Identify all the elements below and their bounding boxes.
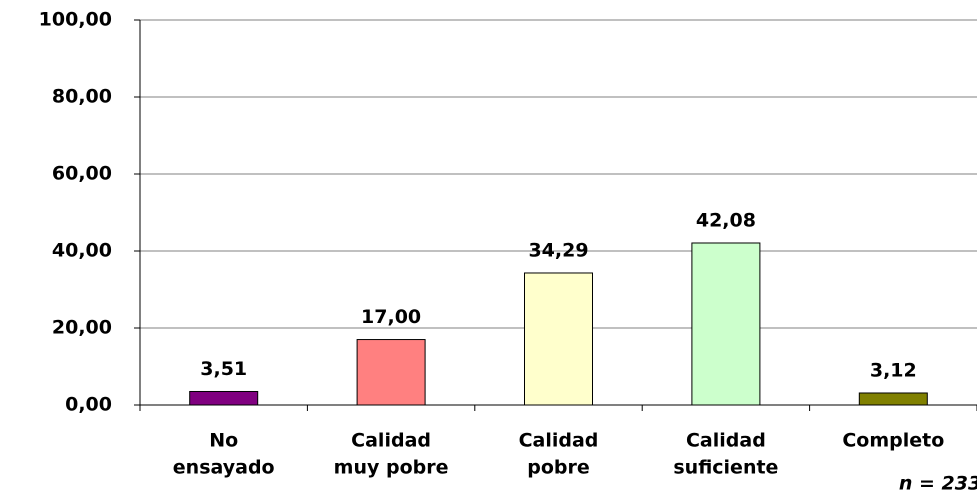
bar: [524, 272, 593, 406]
data-label: 42,08: [696, 209, 756, 231]
y-tick-label: 100,00: [39, 9, 112, 31]
y-tick-label: 0,00: [65, 394, 112, 416]
bar: [356, 339, 426, 406]
note: n = 233: [899, 473, 977, 494]
bar: [189, 390, 259, 406]
x-tick-label: ensayado: [173, 457, 275, 479]
data-label: 17,00: [361, 306, 421, 328]
x-tick-label: No: [209, 430, 238, 452]
data-label: 34,29: [528, 239, 588, 261]
bar: [691, 242, 761, 406]
x-tick-label: muy pobre: [334, 457, 449, 479]
y-tick-label: 20,00: [52, 317, 112, 339]
y-tick-label: 40,00: [52, 240, 112, 262]
y-tick-label: 60,00: [52, 163, 112, 185]
data-label: 3,12: [870, 359, 917, 381]
x-tick-label: suficiente: [673, 457, 778, 479]
bar: [858, 392, 928, 406]
x-tick-label: Calidad: [519, 430, 599, 452]
x-tick-label: Calidad: [351, 430, 431, 452]
x-tick-label: Calidad: [686, 430, 766, 452]
x-tick-label: Completo: [842, 430, 944, 452]
x-tick-label: pobre: [527, 457, 590, 479]
data-label: 3,51: [200, 358, 247, 380]
y-tick-label: 80,00: [52, 86, 112, 108]
